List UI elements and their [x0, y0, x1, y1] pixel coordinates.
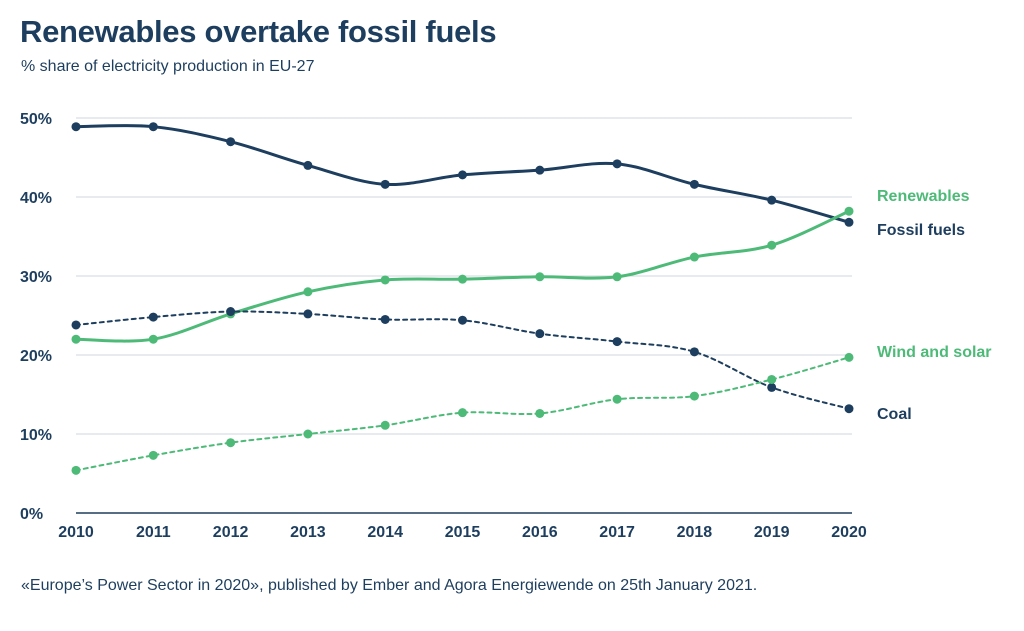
- data-point-fossil-fuels: [612, 159, 622, 169]
- x-tick-label: 2016: [522, 524, 558, 541]
- data-point-coal: [844, 404, 854, 414]
- data-point-fossil-fuels: [71, 122, 81, 132]
- series-line-coal: [75, 310, 850, 410]
- data-point-coal: [380, 314, 390, 324]
- source-note: «Europe’s Power Sector in 2020», publish…: [21, 577, 758, 594]
- series-label-fossil-fuels: Fossil fuels: [877, 222, 965, 239]
- data-point-fossil-fuels: [844, 217, 854, 227]
- x-tick-label: 2014: [367, 524, 403, 541]
- data-point-fossil-fuels: [226, 137, 236, 147]
- data-point-coal: [535, 329, 545, 339]
- x-tick-label: 2020: [831, 524, 867, 541]
- data-point-renewables: [767, 240, 777, 250]
- y-tick-label: 20%: [20, 348, 52, 365]
- data-point-fossil-fuels: [458, 170, 467, 180]
- data-point-coal: [689, 347, 699, 357]
- data-point-wind-and-solar: [535, 408, 545, 418]
- data-point-coal: [767, 382, 777, 392]
- data-point-fossil-fuels: [380, 179, 390, 189]
- x-tick-label: 2013: [290, 524, 326, 541]
- data-point-renewables: [71, 334, 81, 344]
- data-point-wind-and-solar: [458, 408, 467, 418]
- data-point-renewables: [535, 272, 545, 282]
- x-tick-label: 2011: [136, 524, 171, 541]
- y-tick-label: 30%: [20, 269, 52, 286]
- chart-title: Renewables overtake fossil fuels: [20, 14, 497, 49]
- series-points: [71, 122, 854, 475]
- data-point-renewables: [612, 272, 622, 282]
- data-point-wind-and-solar: [380, 420, 390, 430]
- y-tick-label: 40%: [20, 190, 52, 207]
- data-point-wind-and-solar: [689, 391, 699, 401]
- data-point-coal: [303, 309, 313, 319]
- data-point-renewables: [380, 275, 390, 285]
- series-label-wind-and-solar: Wind and solar: [877, 344, 992, 361]
- data-point-fossil-fuels: [535, 165, 545, 175]
- data-point-coal: [71, 320, 81, 330]
- data-point-wind-and-solar: [71, 465, 81, 475]
- data-point-wind-and-solar: [844, 352, 854, 362]
- y-tick-label: 50%: [20, 111, 52, 128]
- data-point-fossil-fuels: [689, 179, 699, 189]
- x-tick-label: 2010: [58, 524, 94, 541]
- data-point-wind-and-solar: [303, 429, 313, 439]
- data-point-renewables: [303, 287, 313, 297]
- series-label-coal: Coal: [877, 406, 912, 423]
- y-tick-label: 0%: [20, 506, 43, 523]
- data-point-fossil-fuels: [303, 160, 313, 170]
- x-tick-label: 2015: [445, 524, 481, 541]
- data-point-coal: [148, 312, 158, 322]
- data-point-fossil-fuels: [148, 122, 158, 132]
- data-point-renewables: [689, 252, 699, 262]
- data-point-renewables: [844, 206, 854, 216]
- data-point-wind-and-solar: [612, 394, 622, 404]
- series-label-renewables: Renewables: [877, 188, 970, 205]
- data-point-coal: [226, 307, 236, 317]
- chart-subtitle: % share of electricity production in EU-…: [21, 58, 315, 75]
- y-axis-ticks: 0% 10% 20% 30% 40% 50%: [20, 111, 52, 523]
- data-point-renewables: [148, 334, 158, 344]
- series-labels: Fossil fuels Renewables Coal Wind and solar: [877, 188, 992, 423]
- x-tick-label: 2019: [754, 524, 790, 541]
- y-tick-label: 10%: [20, 427, 52, 444]
- x-tick-label: 2017: [599, 524, 635, 541]
- data-point-fossil-fuels: [767, 195, 777, 205]
- x-tick-label: 2018: [677, 524, 713, 541]
- data-point-coal: [612, 337, 622, 347]
- data-point-coal: [458, 315, 467, 325]
- data-point-wind-and-solar: [226, 438, 236, 448]
- data-point-renewables: [458, 274, 467, 284]
- gridlines: [76, 117, 852, 514]
- data-point-wind-and-solar: [767, 374, 777, 384]
- data-point-wind-and-solar: [148, 450, 158, 460]
- x-axis-ticks: 2010 2011 2012 2013 2014 2015 2016 2017 2018 2019…: [58, 524, 867, 541]
- x-tick-label: 2012: [213, 524, 249, 541]
